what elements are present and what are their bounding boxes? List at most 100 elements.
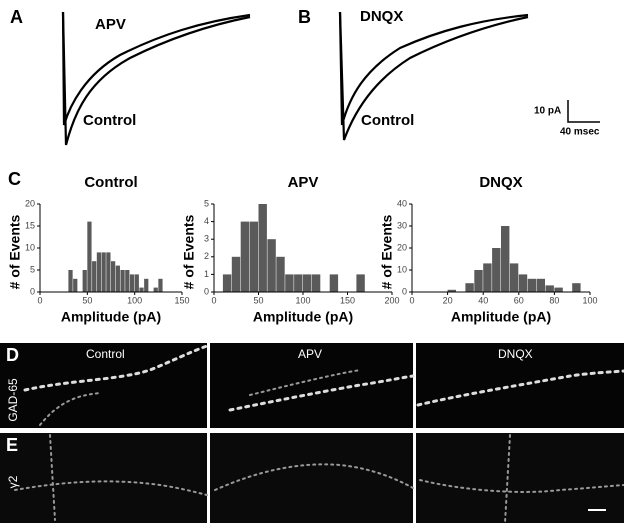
scale-label: 40 msec <box>560 127 600 138</box>
panel-letter: B <box>298 7 311 27</box>
bar <box>82 270 87 292</box>
bar <box>222 274 232 292</box>
bar <box>92 261 97 292</box>
image <box>0 433 207 523</box>
dendrite <box>23 344 209 392</box>
x-tick-label: 50 <box>82 295 92 305</box>
y-tick-label: 5 <box>30 264 35 274</box>
dendrite <box>49 434 56 521</box>
x-tick-label: 40 <box>478 295 488 305</box>
x-tick-label: 100 <box>582 295 597 305</box>
chart-title: DNQX <box>479 174 522 191</box>
y-tick-label: 10 <box>397 264 407 274</box>
dendrite <box>214 463 414 491</box>
dendrite <box>416 369 624 407</box>
dendrite <box>14 480 208 496</box>
bar <box>527 278 537 292</box>
panel-letter: A <box>10 7 23 27</box>
y-tick-label: 0 <box>30 286 35 296</box>
image <box>210 343 413 428</box>
bar <box>474 270 483 292</box>
bar <box>483 263 492 292</box>
trace-label: Control <box>361 112 414 129</box>
bar <box>285 274 294 292</box>
bar <box>545 285 554 292</box>
bar <box>111 261 116 292</box>
trace <box>338 11 529 126</box>
x-tick-label: 100 <box>295 295 310 305</box>
bar <box>231 256 241 292</box>
bar <box>356 274 365 292</box>
bar <box>447 289 456 292</box>
bar <box>129 274 135 292</box>
y-tick-label: 30 <box>397 220 407 230</box>
bar <box>134 274 139 292</box>
image <box>210 433 413 523</box>
bar <box>68 270 73 292</box>
bar <box>153 287 158 292</box>
bar <box>258 204 267 292</box>
trace <box>338 11 529 141</box>
y-tick-label: 10 <box>25 242 35 252</box>
column-label: DNQX <box>498 347 533 361</box>
scale-bar <box>567 100 600 123</box>
column-label: Control <box>86 347 125 361</box>
trace-label: Control <box>83 112 136 129</box>
bar <box>73 278 78 292</box>
bar <box>120 270 125 292</box>
chart-title: Control <box>84 174 137 191</box>
image <box>416 433 624 523</box>
column-label: APV <box>298 347 322 361</box>
row-label: GAD-65 <box>6 378 20 422</box>
micrographs <box>0 343 624 524</box>
image <box>0 343 207 428</box>
bar <box>492 248 501 292</box>
bar <box>158 278 163 292</box>
trace-label: DNQX <box>360 8 403 25</box>
bar <box>240 221 250 292</box>
y-tick-label: 20 <box>397 242 407 252</box>
y-tick-label: 3 <box>204 234 209 244</box>
bar <box>311 274 321 292</box>
bar <box>101 252 106 292</box>
bar <box>509 263 519 292</box>
x-tick-label: 50 <box>253 295 263 305</box>
y-tick-label: 1 <box>204 269 209 279</box>
bar <box>465 283 474 292</box>
y-axis-label: # of Events <box>379 214 395 289</box>
x-tick-label: 100 <box>127 295 142 305</box>
y-tick-label: 2 <box>204 251 209 261</box>
dendrite <box>39 392 101 426</box>
bar <box>106 252 111 292</box>
x-tick-label: 150 <box>340 295 355 305</box>
bar <box>501 226 510 292</box>
chart-title: APV <box>288 174 319 191</box>
bar <box>115 265 120 292</box>
x-tick-label: 20 <box>443 295 453 305</box>
trace <box>61 11 251 146</box>
x-tick-label: 200 <box>384 295 399 305</box>
y-tick-label: 15 <box>25 220 35 230</box>
dendrite <box>504 434 511 524</box>
x-tick-label: 80 <box>549 295 559 305</box>
dendrite <box>249 369 361 396</box>
y-tick-label: 5 <box>204 198 209 208</box>
scale-label: 10 pA <box>534 106 561 117</box>
bar <box>294 274 303 292</box>
y-tick-label: 0 <box>204 286 209 296</box>
bar <box>87 221 92 292</box>
bar <box>536 278 545 292</box>
trace-label: APV <box>95 16 126 33</box>
bar <box>267 239 276 292</box>
bar <box>572 283 581 292</box>
y-tick-label: 20 <box>25 198 35 208</box>
row-label: γ2 <box>6 475 20 488</box>
x-tick-label: 0 <box>409 295 414 305</box>
bar <box>125 270 130 292</box>
x-axis-label: Amplitude (pA) <box>253 309 353 325</box>
bar <box>139 287 144 292</box>
y-tick-label: 40 <box>397 198 407 208</box>
panel-letter: E <box>6 435 18 455</box>
bar <box>249 221 258 292</box>
